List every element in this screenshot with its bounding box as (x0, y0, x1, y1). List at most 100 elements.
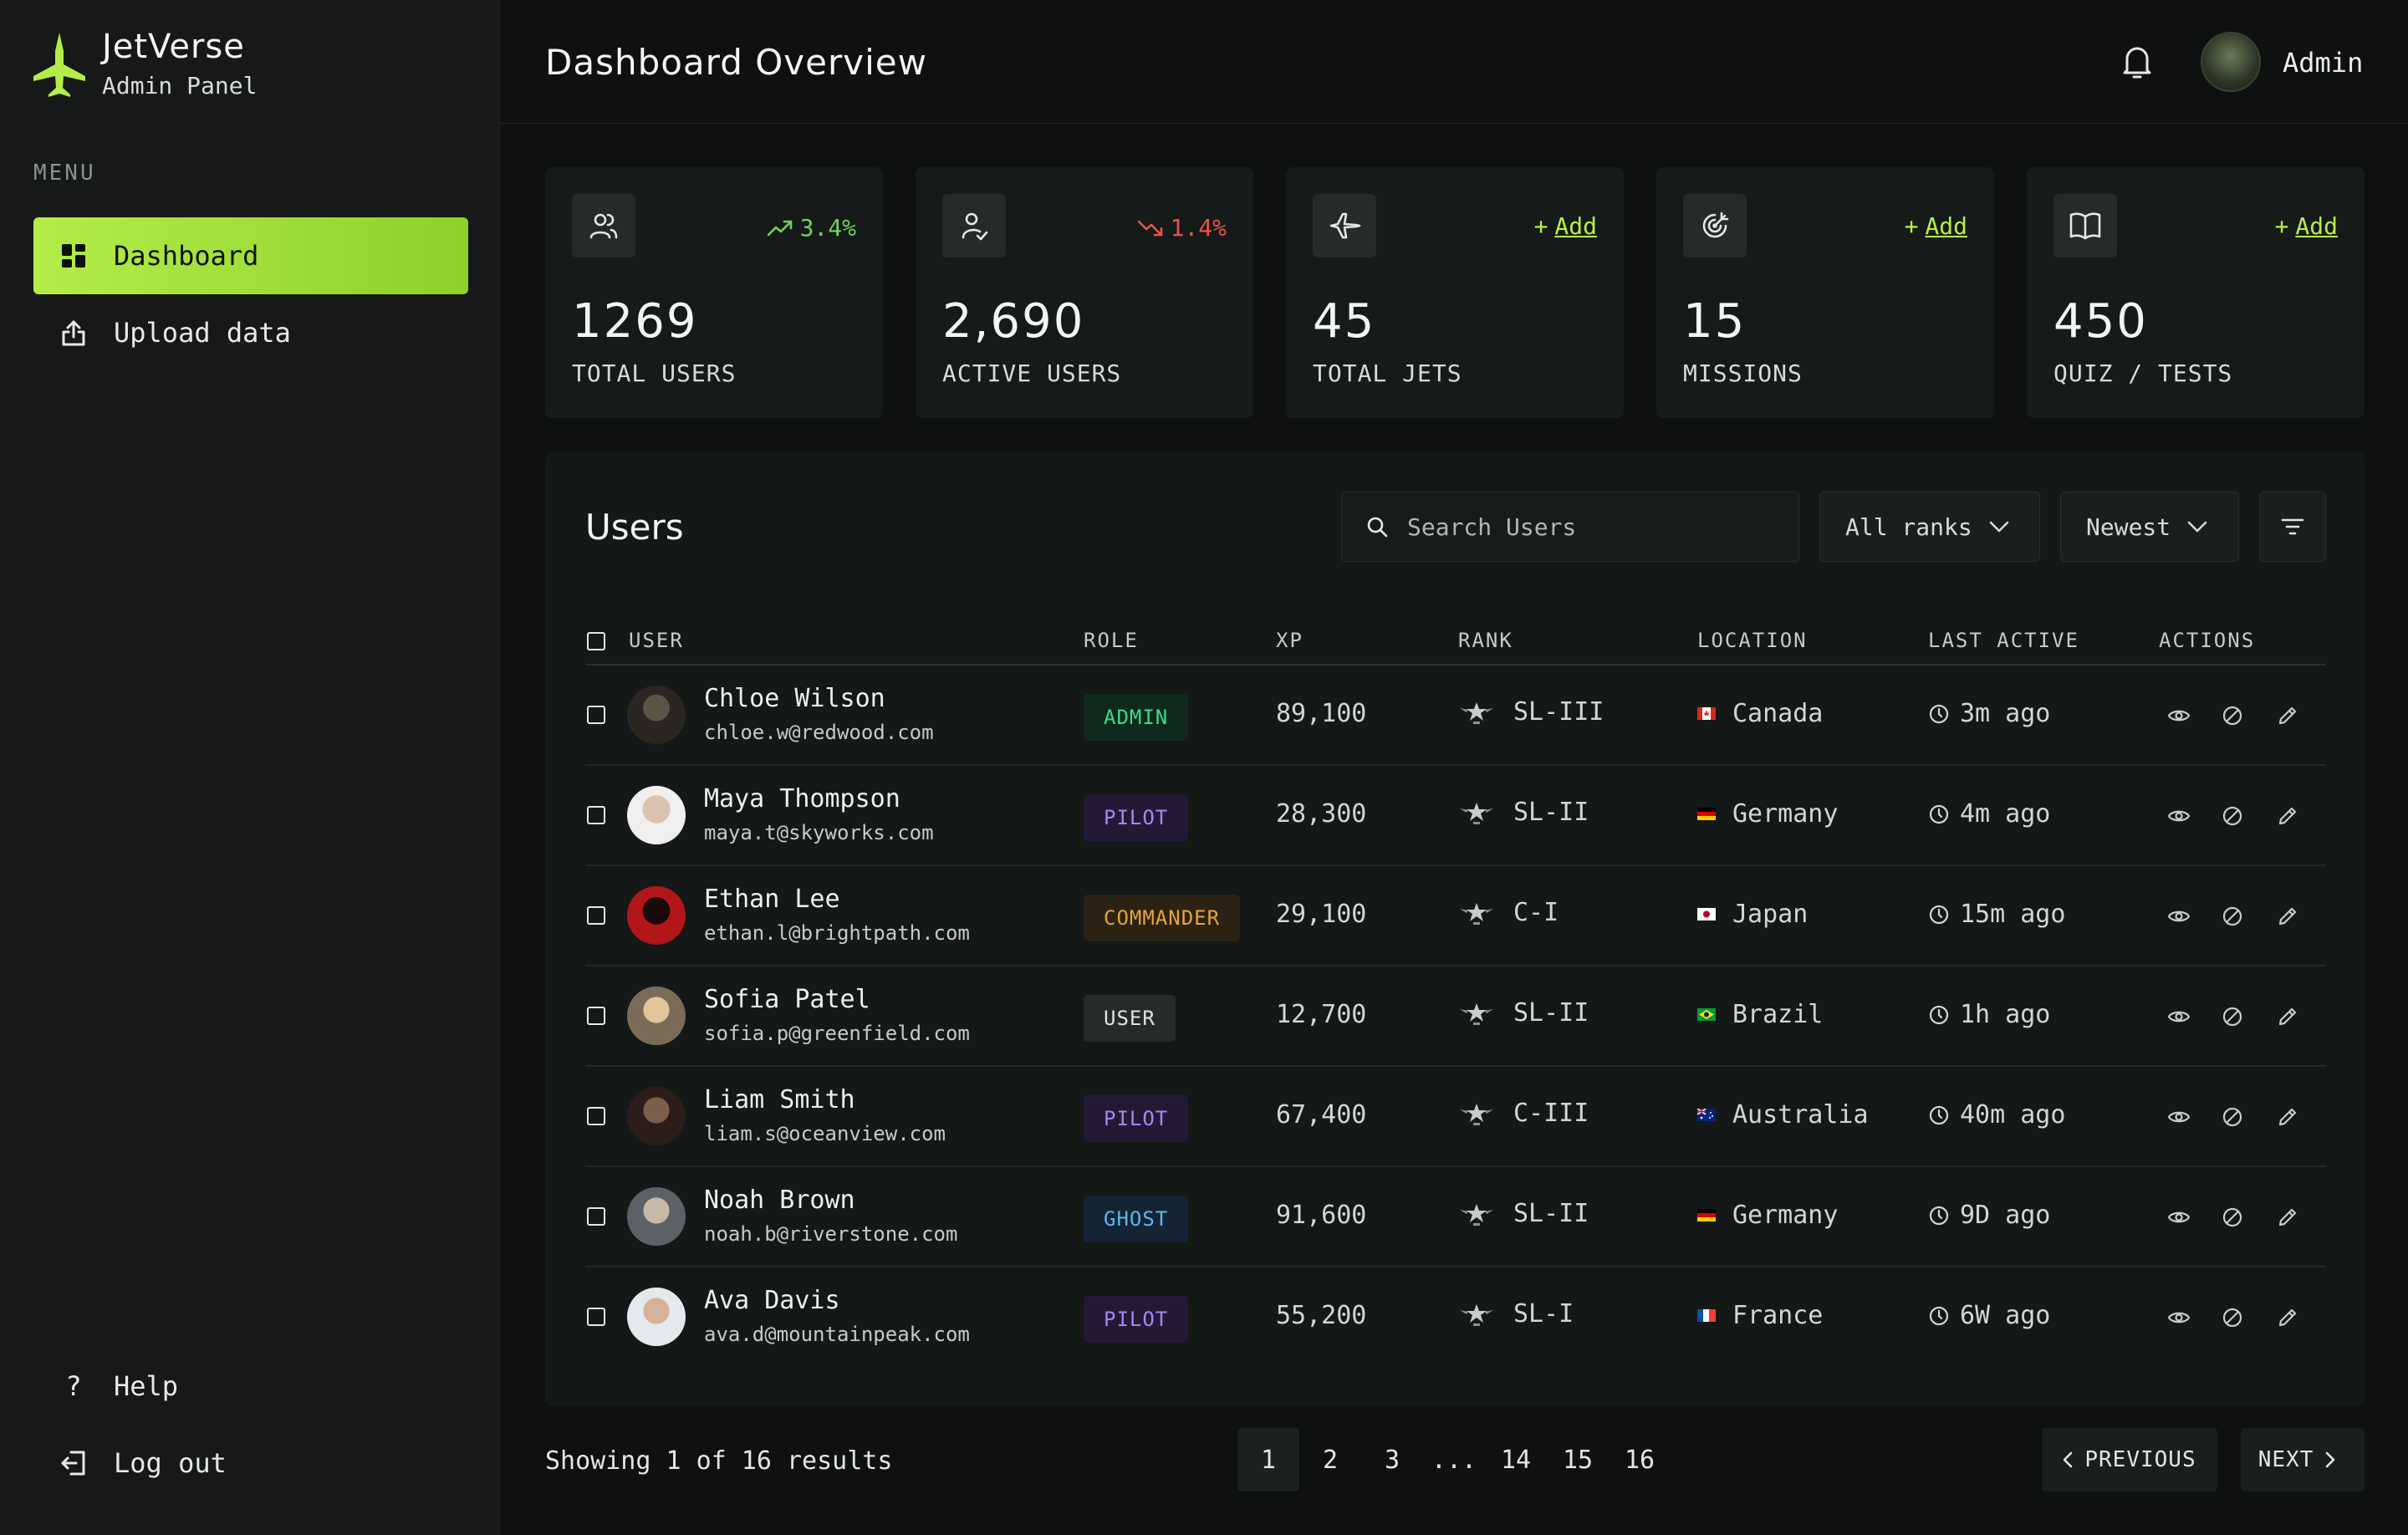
view-eye-icon[interactable] (2167, 1306, 2191, 1329)
page-14[interactable]: 14 (1500, 1445, 1532, 1475)
row-checkbox[interactable] (587, 1107, 605, 1125)
flag-germany-icon (1697, 808, 1716, 820)
table-row[interactable]: Maya Thompson maya.t@skyworks.com PILOT 28,… (585, 766, 2326, 866)
col-user[interactable]: USER (629, 629, 684, 652)
row-checkbox[interactable] (587, 1007, 605, 1025)
ban-icon[interactable] (2221, 1206, 2244, 1229)
admin-name[interactable]: Admin (2283, 47, 2364, 79)
sort-dropdown[interactable]: Newest (2060, 492, 2239, 562)
table-row[interactable]: Ava Davis ava.d@mountainpeak.com PILOT 55,2… (585, 1267, 2326, 1368)
row-checkbox[interactable] (587, 1207, 605, 1226)
bell-icon[interactable] (2120, 43, 2154, 80)
stat-card-missions: + Add 15 MISSIONS (1656, 167, 1994, 418)
add-jet-button[interactable]: + Add (1533, 212, 1597, 240)
stat-value: 45 (1313, 294, 1376, 349)
ban-icon[interactable] (2221, 704, 2244, 727)
row-checkbox[interactable] (587, 806, 605, 824)
ban-icon[interactable] (2221, 804, 2244, 828)
row-checkbox[interactable] (587, 1308, 605, 1326)
grid-icon (59, 241, 89, 271)
table-header: USER ROLE XP RANK LOCATION LAST ACTIVE A… (585, 619, 2326, 666)
edit-pencil-icon[interactable] (2276, 804, 2299, 828)
stat-label: QUIZ / TESTS (2053, 360, 2233, 387)
last-active-cell: 4m ago (1928, 799, 2050, 829)
flag-japan-icon (1697, 908, 1716, 920)
sidebar-item-dashboard[interactable]: Dashboard (33, 217, 468, 294)
brand[interactable]: JetVerse Admin Panel (32, 28, 257, 99)
edit-pencil-icon[interactable] (2276, 1105, 2299, 1129)
sidebar-item-label: Dashboard (114, 240, 259, 272)
row-checkbox[interactable] (587, 706, 605, 724)
filter-button[interactable] (2259, 492, 2326, 562)
results-count: Showing 1 of 16 results (545, 1446, 893, 1476)
ban-icon[interactable] (2221, 1105, 2244, 1129)
view-eye-icon[interactable] (2167, 905, 2191, 928)
rank-filter-dropdown[interactable]: All ranks (1819, 492, 2040, 562)
user-avatar (627, 686, 686, 744)
page-3[interactable]: 3 (1384, 1445, 1400, 1475)
table-row[interactable]: Noah Brown noah.b@riverstone.com GHOST 91,6… (585, 1167, 2326, 1267)
next-button[interactable]: NEXT (2241, 1428, 2365, 1492)
book-icon (2053, 194, 2117, 258)
select-all-checkbox[interactable] (587, 632, 605, 650)
user-avatar (627, 1288, 686, 1346)
page-15[interactable]: 15 (1562, 1445, 1594, 1475)
user-name[interactable]: Ethan Lee (704, 885, 840, 914)
view-eye-icon[interactable] (2167, 704, 2191, 727)
rank-wings-icon (1460, 1002, 1493, 1025)
page-1[interactable]: 1 (1237, 1428, 1299, 1492)
last-active-cell: 6W ago (1928, 1301, 2050, 1330)
edit-pencil-icon[interactable] (2276, 1005, 2299, 1028)
table-row[interactable]: Liam Smith liam.s@oceanview.com PILOT 67,40… (585, 1067, 2326, 1167)
ban-icon[interactable] (2221, 1306, 2244, 1329)
sidebar-item-label: Upload data (114, 317, 291, 349)
rank-cell: SL-II (1458, 998, 1589, 1028)
user-name[interactable]: Liam Smith (704, 1085, 855, 1114)
table-row[interactable]: Chloe Wilson chloe.w@redwood.com ADMIN 89,1… (585, 666, 2326, 766)
col-role[interactable]: ROLE (1084, 629, 1139, 652)
search-input[interactable] (1407, 513, 1775, 541)
edit-pencil-icon[interactable] (2276, 1206, 2299, 1229)
edit-pencil-icon[interactable] (2276, 704, 2299, 727)
view-eye-icon[interactable] (2167, 1005, 2191, 1028)
page-16[interactable]: 16 (1624, 1445, 1656, 1475)
previous-button[interactable]: PREVIOUS (2042, 1428, 2217, 1492)
view-eye-icon[interactable] (2167, 804, 2191, 828)
row-checkbox[interactable] (587, 906, 605, 925)
trend-up: 3.4% (767, 214, 856, 242)
sidebar-item-upload-data[interactable]: Upload data (33, 294, 468, 371)
sidebar-item-logout[interactable]: Log out (33, 1425, 468, 1502)
rank-wings-icon (1460, 902, 1493, 925)
user-name[interactable]: Sofia Patel (704, 985, 870, 1014)
edit-pencil-icon[interactable] (2276, 1306, 2299, 1329)
user-name[interactable]: Ava Davis (704, 1286, 840, 1315)
last-active-cell: 15m ago (1928, 900, 2065, 929)
add-quiz-button[interactable]: + Add (2274, 212, 2338, 240)
page-2[interactable]: 2 (1322, 1445, 1339, 1475)
stat-value: 450 (2053, 294, 2148, 349)
view-eye-icon[interactable] (2167, 1206, 2191, 1229)
edit-pencil-icon[interactable] (2276, 905, 2299, 928)
col-last-active[interactable]: LAST ACTIVE (1928, 629, 2079, 652)
user-name[interactable]: Chloe Wilson (704, 684, 885, 713)
add-mission-button[interactable]: + Add (1904, 212, 1967, 240)
rank-cell: SL-II (1458, 798, 1589, 827)
active-user-icon (942, 194, 1006, 258)
stat-card-active-users: 1.4% 2,690 ACTIVE USERS (916, 167, 1253, 418)
ban-icon[interactable] (2221, 1005, 2244, 1028)
user-name[interactable]: Maya Thompson (704, 784, 900, 813)
user-name[interactable]: Noah Brown (704, 1186, 855, 1215)
col-rank[interactable]: RANK (1458, 629, 1513, 652)
table-row[interactable]: Ethan Lee ethan.l@brightpath.com COMMANDER… (585, 866, 2326, 966)
table-row[interactable]: Sofia Patel sofia.p@greenfield.com USER 12,… (585, 966, 2326, 1067)
view-eye-icon[interactable] (2167, 1105, 2191, 1129)
admin-avatar[interactable] (2201, 32, 2261, 92)
sidebar-item-help[interactable]: ? Help (33, 1348, 468, 1425)
ban-icon[interactable] (2221, 905, 2244, 928)
upload-icon (59, 318, 89, 348)
filter-lines-icon (2281, 518, 2304, 535)
col-location[interactable]: LOCATION (1697, 629, 1808, 652)
search-box[interactable] (1341, 492, 1799, 562)
col-xp[interactable]: XP (1276, 629, 1303, 652)
sidebar-item-label: Help (114, 1370, 179, 1402)
